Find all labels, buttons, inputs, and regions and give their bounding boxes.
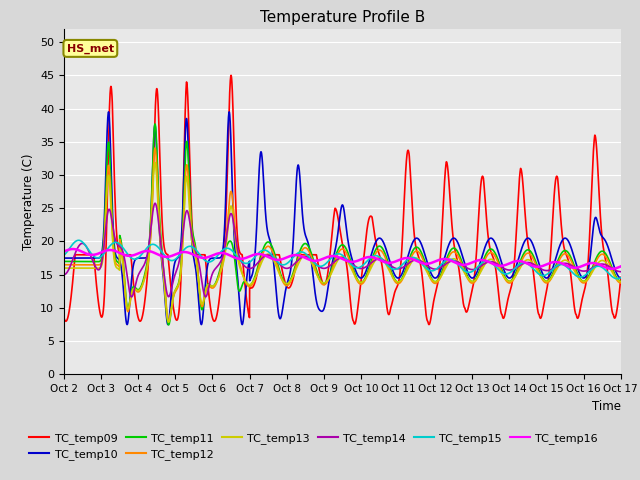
TC_temp16 bbox=[397, 256, 404, 262]
TC_temp16 bbox=[617, 264, 625, 269]
Line: TC_temp13: TC_temp13 bbox=[64, 162, 621, 322]
TC_temp10 bbox=[60, 255, 68, 261]
TC_temp16 bbox=[216, 250, 223, 256]
TC_temp15 bbox=[617, 275, 625, 281]
X-axis label: Time: Time bbox=[592, 400, 621, 413]
TC_temp11 bbox=[60, 259, 68, 264]
TC_temp09 bbox=[227, 72, 235, 78]
TC_temp09 bbox=[397, 261, 404, 267]
TC_temp09 bbox=[406, 174, 414, 180]
TC_temp12 bbox=[151, 145, 159, 151]
TC_temp10 bbox=[397, 273, 404, 278]
TC_temp15 bbox=[406, 255, 414, 261]
TC_temp16 bbox=[69, 246, 77, 252]
TC_temp09 bbox=[60, 315, 68, 321]
TC_temp16 bbox=[180, 249, 188, 255]
TC_temp14 bbox=[397, 265, 404, 271]
TC_temp16 bbox=[608, 266, 616, 272]
Title: Temperature Profile B: Temperature Profile B bbox=[260, 10, 425, 25]
TC_temp10 bbox=[124, 322, 131, 327]
TC_temp11 bbox=[407, 252, 415, 258]
TC_temp09 bbox=[216, 295, 223, 300]
TC_temp11 bbox=[151, 121, 159, 127]
TC_temp11 bbox=[617, 278, 625, 284]
TC_temp15 bbox=[216, 250, 223, 256]
TC_temp15 bbox=[397, 263, 404, 269]
TC_temp12 bbox=[216, 270, 223, 276]
TC_temp12 bbox=[165, 318, 173, 324]
Text: HS_met: HS_met bbox=[67, 43, 114, 54]
TC_temp10 bbox=[216, 255, 223, 261]
TC_temp12 bbox=[60, 262, 68, 268]
TC_temp15 bbox=[617, 275, 625, 281]
TC_temp16 bbox=[406, 255, 414, 261]
TC_temp14 bbox=[564, 261, 572, 267]
TC_temp10 bbox=[617, 275, 625, 281]
TC_temp09 bbox=[564, 257, 572, 263]
TC_temp14 bbox=[180, 225, 188, 230]
TC_temp09 bbox=[179, 190, 187, 196]
TC_temp11 bbox=[397, 277, 404, 283]
TC_temp14 bbox=[151, 200, 159, 206]
Line: TC_temp14: TC_temp14 bbox=[64, 203, 621, 297]
Line: TC_temp09: TC_temp09 bbox=[64, 75, 621, 324]
TC_temp09 bbox=[425, 322, 433, 327]
TC_temp12 bbox=[564, 253, 572, 259]
TC_temp13 bbox=[60, 265, 68, 271]
TC_temp16 bbox=[617, 264, 625, 269]
TC_temp13 bbox=[164, 319, 172, 325]
TC_temp10 bbox=[105, 109, 113, 115]
Legend: TC_temp09, TC_temp10, TC_temp11, TC_temp12, TC_temp13, TC_temp14, TC_temp15, TC_: TC_temp09, TC_temp10, TC_temp11, TC_temp… bbox=[25, 428, 602, 465]
TC_temp10 bbox=[617, 275, 625, 281]
TC_temp12 bbox=[617, 280, 625, 286]
TC_temp14 bbox=[617, 269, 625, 275]
TC_temp11 bbox=[180, 204, 188, 209]
Line: TC_temp16: TC_temp16 bbox=[64, 249, 621, 269]
TC_temp14 bbox=[407, 259, 415, 264]
TC_temp13 bbox=[617, 278, 625, 284]
Y-axis label: Temperature (C): Temperature (C) bbox=[22, 153, 35, 250]
TC_temp14 bbox=[128, 294, 136, 300]
TC_temp15 bbox=[60, 252, 68, 258]
TC_temp12 bbox=[617, 280, 625, 286]
TC_temp15 bbox=[614, 276, 621, 282]
TC_temp15 bbox=[75, 238, 83, 243]
Line: TC_temp11: TC_temp11 bbox=[64, 124, 621, 325]
TC_temp16 bbox=[60, 249, 68, 254]
TC_temp09 bbox=[617, 276, 625, 282]
TC_temp13 bbox=[216, 272, 223, 277]
TC_temp13 bbox=[180, 223, 188, 228]
Line: TC_temp10: TC_temp10 bbox=[64, 112, 621, 324]
TC_temp11 bbox=[216, 267, 223, 273]
TC_temp14 bbox=[617, 269, 625, 275]
TC_temp11 bbox=[564, 250, 572, 255]
TC_temp13 bbox=[564, 259, 572, 264]
TC_temp16 bbox=[564, 264, 572, 269]
TC_temp13 bbox=[397, 277, 404, 283]
Line: TC_temp15: TC_temp15 bbox=[64, 240, 621, 279]
TC_temp15 bbox=[564, 265, 572, 271]
TC_temp11 bbox=[617, 278, 625, 284]
TC_temp13 bbox=[151, 159, 159, 165]
Line: TC_temp12: TC_temp12 bbox=[64, 148, 621, 321]
TC_temp11 bbox=[164, 322, 172, 328]
TC_temp14 bbox=[216, 260, 223, 266]
TC_temp10 bbox=[180, 180, 188, 186]
TC_temp14 bbox=[60, 272, 68, 277]
TC_temp13 bbox=[407, 261, 415, 266]
TC_temp15 bbox=[180, 248, 188, 253]
TC_temp09 bbox=[617, 275, 625, 280]
TC_temp12 bbox=[407, 255, 415, 261]
TC_temp12 bbox=[180, 217, 188, 223]
TC_temp13 bbox=[617, 278, 625, 284]
TC_temp10 bbox=[564, 238, 572, 244]
TC_temp10 bbox=[407, 244, 415, 250]
TC_temp12 bbox=[397, 279, 404, 285]
